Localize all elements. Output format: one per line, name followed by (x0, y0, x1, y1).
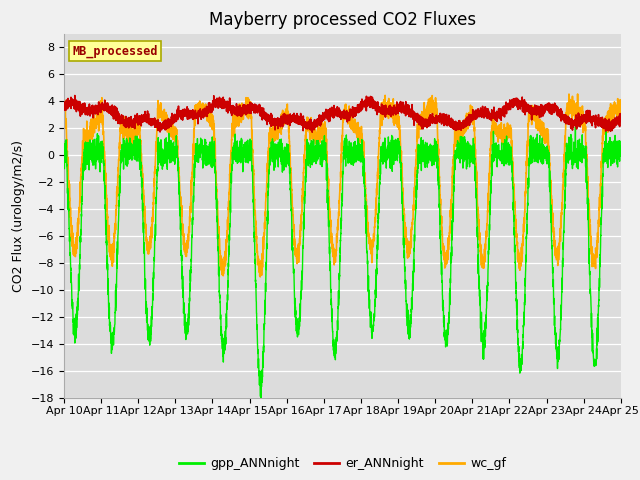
wc_gf (436, 201, 444, 206)
Y-axis label: CO2 Flux (urology/m2/s): CO2 Flux (urology/m2/s) (12, 140, 25, 292)
er_ANNnight (71, 93, 79, 98)
gpp_ANNnight (257, 397, 265, 403)
gpp_ANNnight (160, 155, 168, 160)
wc_gf (60, 91, 68, 96)
er_ANNnight (616, 119, 624, 124)
er_ANNnight (499, 108, 507, 113)
er_ANNnight (436, 110, 444, 116)
er_ANNnight (60, 103, 68, 108)
wc_gf (257, 274, 264, 280)
wc_gf (617, 108, 625, 114)
wc_gf (499, 141, 507, 147)
gpp_ANNnight (499, 155, 507, 160)
er_ANNnight (468, 117, 476, 122)
Legend: gpp_ANNnight, er_ANNnight, wc_gf: gpp_ANNnight, er_ANNnight, wc_gf (173, 452, 511, 475)
gpp_ANNnight (467, 148, 475, 154)
er_ANNnight (617, 111, 625, 117)
wc_gf (322, 125, 330, 131)
Line: wc_gf: wc_gf (64, 94, 621, 277)
gpp_ANNnight (617, 146, 625, 152)
Text: MB_processed: MB_processed (72, 45, 158, 58)
Line: gpp_ANNnight: gpp_ANNnight (64, 127, 621, 400)
Line: er_ANNnight: er_ANNnight (64, 96, 621, 132)
gpp_ANNnight (572, 124, 579, 130)
gpp_ANNnight (60, 161, 68, 167)
gpp_ANNnight (322, 140, 330, 145)
er_ANNnight (322, 109, 330, 115)
wc_gf (160, 119, 168, 124)
wc_gf (616, 97, 624, 103)
er_ANNnight (161, 123, 168, 129)
er_ANNnight (308, 129, 316, 135)
gpp_ANNnight (436, 228, 444, 234)
Title: Mayberry processed CO2 Fluxes: Mayberry processed CO2 Fluxes (209, 11, 476, 29)
gpp_ANNnight (616, 144, 624, 150)
wc_gf (467, 111, 475, 117)
